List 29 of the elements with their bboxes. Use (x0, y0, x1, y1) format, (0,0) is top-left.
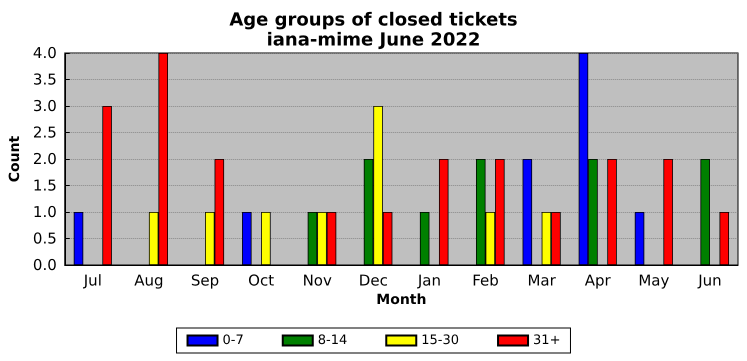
x-tick-label: Nov (302, 272, 332, 290)
x-axis-title: Month (376, 292, 426, 308)
x-tick-label: May (638, 272, 670, 290)
y-tick-label: 2.0 (32, 150, 57, 168)
x-tick-label: Apr (584, 272, 612, 290)
x-tick-label: Oct (248, 272, 274, 290)
x-tick-label: Feb (472, 272, 499, 290)
y-tick-label: 2.5 (32, 124, 57, 142)
legend-label: 8-14 (318, 333, 348, 348)
y-tick-label: 1.5 (32, 176, 57, 194)
x-tick-label: Dec (358, 272, 388, 290)
chart-title: Age groups of closed tickets (229, 10, 518, 30)
x-tick-label: Mar (527, 272, 557, 290)
x-tick-label: Jul (82, 272, 102, 290)
y-tick-label: 3.5 (32, 70, 57, 88)
y-tick-label: 0.0 (32, 256, 57, 274)
legend-label: 0-7 (222, 333, 244, 348)
y-tick-label: 0.5 (32, 230, 57, 248)
y-tick-label: 1.0 (32, 203, 57, 221)
x-tick-label: Jan (416, 272, 441, 290)
x-tick-label: Jun (697, 272, 722, 290)
legend-label: 15-30 (421, 333, 460, 348)
y-tick-label: 4.0 (32, 44, 57, 62)
y-axis-title: Count (7, 135, 23, 182)
legend-label: 31+ (533, 333, 560, 348)
x-tick-label: Aug (134, 272, 164, 290)
y-tick-label: 3.0 (32, 97, 57, 115)
chart-subtitle: iana-mime June 2022 (266, 30, 480, 50)
x-tick-label: Sep (190, 272, 220, 290)
